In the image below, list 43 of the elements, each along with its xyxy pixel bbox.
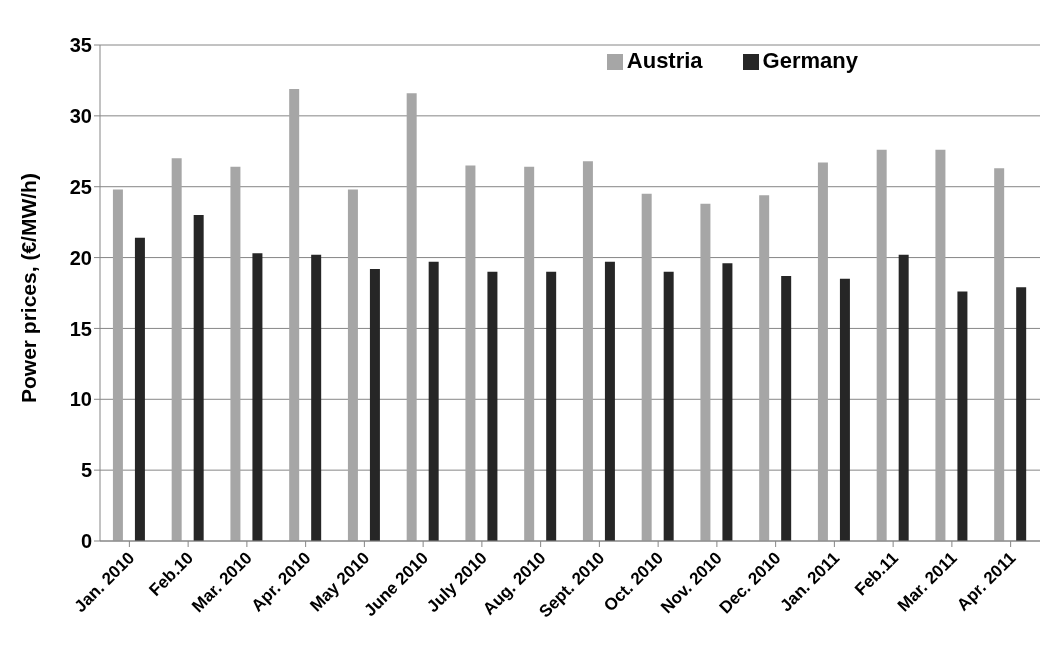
bar	[898, 254, 909, 541]
bar	[994, 168, 1005, 541]
y-tick-label: 10	[69, 388, 92, 411]
bar	[957, 291, 968, 541]
bar	[369, 268, 380, 541]
bar	[112, 189, 123, 541]
bar	[465, 165, 476, 541]
bar	[935, 149, 946, 541]
bar	[817, 162, 828, 541]
bar	[641, 193, 652, 541]
bar	[604, 261, 615, 541]
y-tick-label: 30	[69, 104, 92, 127]
y-tick-label: 5	[80, 459, 92, 482]
y-tick-label: 35	[69, 34, 92, 57]
bar	[171, 158, 182, 541]
bar	[876, 149, 887, 541]
bar	[663, 271, 674, 541]
bar	[1016, 287, 1027, 541]
bar	[524, 166, 535, 541]
bar	[134, 237, 145, 541]
bar	[289, 88, 300, 541]
bar	[311, 254, 322, 541]
bar	[781, 275, 792, 541]
bar	[546, 271, 557, 541]
bar	[230, 166, 241, 541]
bar	[722, 263, 733, 541]
bar	[252, 253, 263, 541]
bar	[406, 93, 417, 541]
bar	[700, 203, 711, 541]
bar	[193, 215, 204, 541]
y-tick-label: 0	[80, 530, 92, 553]
legend-label: Austria	[626, 48, 703, 73]
y-tick-label: 25	[69, 175, 92, 198]
y-axis-title: Power prices, (€/MW/h)	[17, 173, 41, 403]
bar	[582, 161, 593, 541]
bar	[839, 278, 850, 541]
bar	[759, 195, 770, 541]
y-tick-label: 20	[69, 246, 92, 269]
bar	[487, 271, 498, 541]
bar	[428, 261, 439, 541]
bar	[347, 189, 358, 541]
y-tick-label: 15	[69, 317, 92, 340]
legend-label: Germany	[762, 48, 858, 73]
